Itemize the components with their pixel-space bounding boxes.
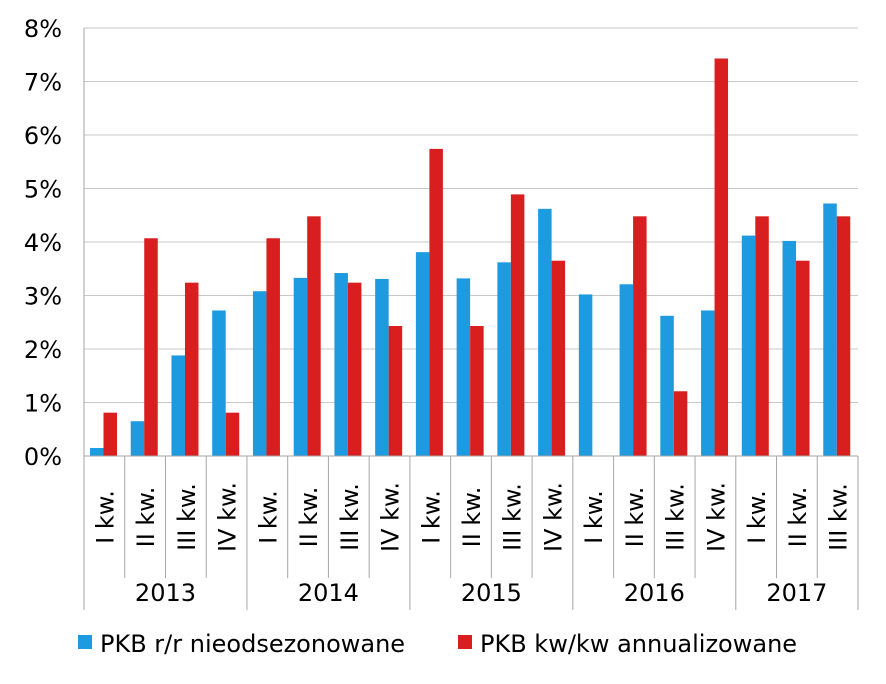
legend-label-series-1: PKB r/r nieodsezonowane [100,630,405,658]
bar-series-1 [538,208,552,456]
legend-label-series-2: PKB kw/kw annualizowane [480,630,797,658]
x-group-label: 2015 [461,579,522,607]
bar-series-1 [701,310,715,456]
bar-series-2 [510,194,525,456]
y-tick-label: 8% [24,15,62,43]
bar-series-2 [673,391,688,456]
y-tick-label: 1% [24,390,62,418]
bar-series-2 [144,238,158,456]
legend: PKB r/r nieodsezonowane PKB kw/kw annual… [78,630,797,658]
x-category-label: IV kw. [214,482,242,552]
x-group-label: 2016 [624,579,685,607]
bar-series-1 [293,277,308,456]
bar-series-1 [741,235,756,456]
bar-series-2 [103,412,117,456]
x-category-label: III kw. [173,483,201,551]
y-tick-label: 5% [24,176,62,204]
legend-swatch-series-2 [458,635,472,649]
bar-series-2 [633,216,647,456]
bar-series-2 [307,216,321,456]
x-category-label: I kw. [580,490,608,544]
x-group-label: 2013 [135,579,196,607]
bar-series-2 [755,216,769,456]
x-category-label: IV kw. [539,482,567,552]
bar-series-2 [429,148,443,456]
y-tick-label: 6% [24,122,62,150]
bar-series-2 [836,216,851,456]
x-category-label: I kw. [254,490,282,544]
bar-series-1 [212,310,226,456]
bar-series-2 [388,325,403,456]
bar-series-1 [782,240,797,456]
bar-series-1 [497,262,511,456]
x-category-label: II kw. [784,487,812,548]
bar-series-1 [334,273,348,456]
bar-series-2 [347,282,362,456]
x-category-label: III kw. [662,483,690,551]
bar-series-2 [266,238,280,456]
bar-series-2 [551,260,566,456]
x-category-label: II kw. [132,487,160,548]
x-category-label: I kw. [417,490,445,544]
x-axis-years: 2013 2014 2015 2016 2017 [135,579,827,607]
bar-series-2 [184,282,199,456]
x-group-label: 2017 [766,579,827,607]
bar-series-2 [796,260,810,456]
x-category-label: II kw. [458,487,486,548]
x-category-label: I kw. [91,490,119,544]
x-category-label: II kw. [621,487,649,548]
x-category-label: III kw. [336,483,364,551]
y-tick-label: 4% [24,229,62,257]
bar-series-1 [456,278,471,456]
bar-series-1 [252,291,267,456]
y-tick-label: 3% [24,283,62,311]
axes [83,28,859,610]
x-category-label: III kw. [825,483,853,551]
bar-series-1 [660,315,674,456]
bar-series-1 [619,284,634,456]
bar-series-1 [375,278,389,456]
bar-series-1 [171,355,185,456]
bar-series-1 [415,252,430,456]
y-tick-label: 0% [24,443,62,471]
bar-series-1 [578,294,593,456]
x-category-label: II kw. [295,487,323,548]
x-axis-categories: I kw. II kw. III kw. IV kw. I kw. II kw. III k… [91,482,852,552]
x-group-label: 2014 [298,579,359,607]
y-tick-label: 2% [24,336,62,364]
bar-series-2 [714,58,729,457]
legend-swatch-series-1 [78,635,92,649]
x-category-label: III kw. [499,483,527,551]
bar-series-1 [823,203,837,456]
bar-series-2 [470,325,484,456]
x-category-label: I kw. [743,490,771,544]
bar-series-1 [90,447,104,456]
y-tick-label: 7% [24,69,62,97]
bar-series-1 [130,421,145,456]
x-category-label: IV kw. [377,482,405,552]
y-axis-ticks: 0% 1% 2% 3% 4% 5% 6% 7% 8% [24,15,62,471]
bar-series-2 [225,412,240,456]
x-category-label: IV kw. [702,482,730,552]
bars [90,58,851,457]
